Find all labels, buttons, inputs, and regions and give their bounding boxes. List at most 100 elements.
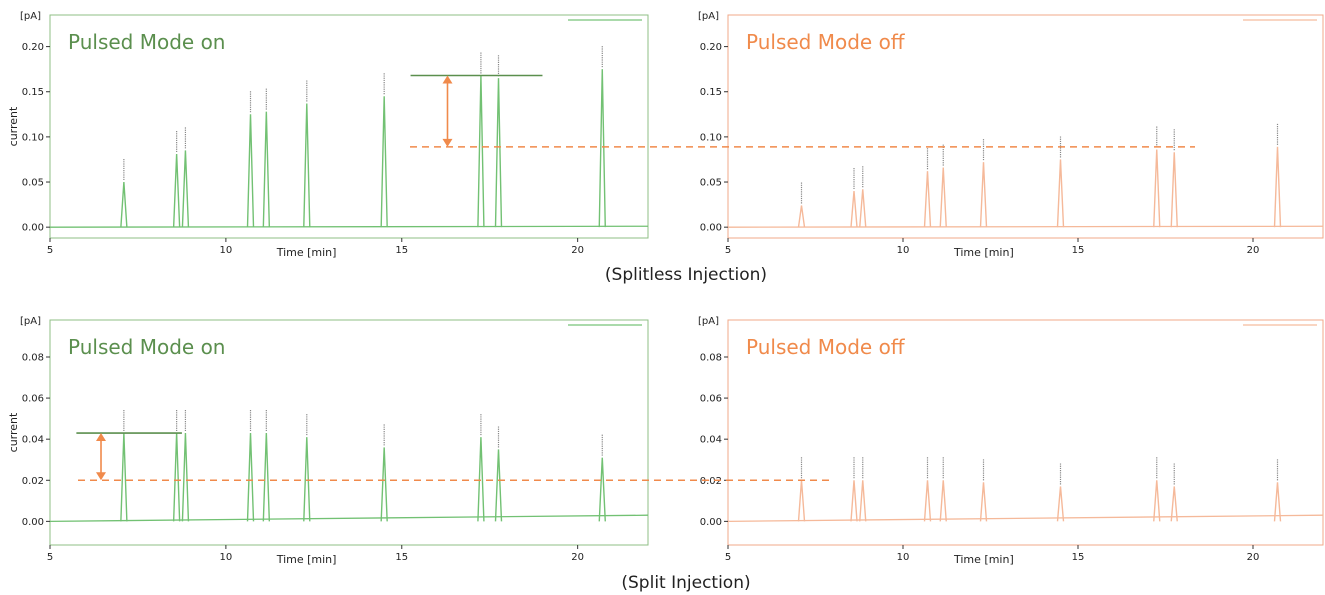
plot-frame	[727, 14, 1324, 239]
chromatogram-peak	[850, 190, 858, 228]
y-tick-label: 0.08	[22, 352, 44, 363]
chromatogram-peak	[923, 480, 932, 522]
difference-arrow-head-down	[442, 138, 453, 147]
chromatogram-peak	[1170, 152, 1178, 228]
chromatogram-peak	[380, 447, 388, 522]
plot-frame	[727, 319, 1324, 546]
chromatogram-peak	[979, 162, 988, 228]
y-tick-label: 0.04	[700, 435, 722, 446]
chromatogram-peak	[1056, 159, 1065, 228]
chromatogram-peak	[172, 154, 181, 228]
y-unit-label: [pA]	[20, 316, 41, 327]
chromatogram-peak	[494, 449, 503, 522]
y-tick-label: 0.20	[22, 42, 44, 53]
chromatogram-peak	[181, 432, 190, 522]
baseline-trace	[727, 514, 1324, 523]
chromatogram-peak	[598, 457, 606, 522]
chromatogram-peak	[1273, 482, 1282, 522]
mode-label: Pulsed Mode on	[68, 335, 225, 359]
chart-panel-bottom-right: [pA] 0.00 0.02 0.04 0.06 0.08 5 10 15 20 Time [min…	[698, 316, 1324, 566]
chromatogram-peak	[181, 150, 190, 228]
plot-frame	[49, 14, 649, 239]
y-unit-label: [pA]	[698, 11, 719, 22]
x-tick-label: 10	[220, 245, 233, 256]
chromatogram-peak	[380, 96, 388, 228]
chromatogram-peak	[859, 189, 867, 228]
chromatogram-peak	[598, 69, 606, 228]
x-tick-label: 10	[220, 552, 233, 563]
y-tick-label: 0.10	[700, 132, 722, 143]
x-tick-label: 20	[571, 245, 584, 256]
chart-panel-top-left: [pA] 0.00 0.05 0.10 0.15 0.20 5 10 15 20 Time [min…	[7, 11, 649, 259]
y-tick-label: 0.00	[700, 223, 722, 234]
chromatogram-peak	[303, 103, 311, 228]
chromatogram-peak	[1170, 486, 1178, 522]
y-tick-label: 0.20	[700, 42, 722, 53]
y-tick-label: 0.15	[700, 87, 722, 98]
x-tick-label: 20	[1247, 552, 1260, 563]
difference-arrow-head-up	[442, 75, 453, 84]
x-tick-label: 5	[47, 245, 53, 256]
chromatogram-peak	[477, 437, 485, 522]
x-axis-label: Time [min]	[953, 553, 1014, 566]
x-axis-label: Time [min]	[276, 246, 337, 259]
chromatogram-peak	[120, 181, 128, 228]
y-tick-label: 0.00	[22, 517, 44, 528]
baseline-trace	[727, 225, 1324, 228]
y-tick-label: 0.15	[22, 87, 44, 98]
x-tick-label: 5	[47, 552, 53, 563]
chart-panel-top-right: [pA] 0.00 0.05 0.10 0.15 0.20 5 10 15 20 Time [min…	[698, 11, 1324, 259]
caption-splitless: (Splitless Injection)	[605, 265, 767, 285]
mode-label: Pulsed Mode off	[746, 30, 906, 54]
baseline-trace	[49, 514, 649, 523]
chromatogram-peak	[859, 480, 867, 522]
x-tick-label: 15	[1072, 552, 1085, 563]
y-tick-label: 0.05	[700, 178, 722, 189]
chromatogram-peak	[1273, 146, 1282, 228]
charts-group: [pA] 0.00 0.05 0.10 0.15 0.20 5 10 15 20 Time [min…	[7, 11, 1324, 566]
caption-split: (Split Injection)	[621, 573, 750, 593]
chromatogram-peak	[1153, 149, 1161, 228]
overlay-group	[78, 146, 1195, 482]
chromatogram-peak	[797, 205, 806, 228]
x-tick-label: 15	[395, 245, 408, 256]
x-axis-label: Time [min]	[953, 246, 1014, 259]
chromatogram-peak	[303, 437, 311, 522]
y-tick-label: 0.06	[22, 394, 44, 405]
chromatogram-peak	[262, 432, 271, 522]
x-tick-label: 20	[1247, 245, 1260, 256]
chromatogram-peak	[939, 480, 947, 522]
chromatogram-peak	[979, 482, 988, 522]
y-tick-label: 0.05	[22, 178, 44, 189]
x-tick-label: 15	[1072, 245, 1085, 256]
baseline-trace	[49, 225, 649, 228]
x-tick-label: 5	[725, 552, 731, 563]
chromatogram-peak	[939, 167, 947, 228]
y-tick-label: 0.06	[700, 394, 722, 405]
chromatogram-peak	[1153, 480, 1161, 522]
chromatogram-peak	[850, 480, 858, 522]
y-unit-label: [pA]	[20, 11, 41, 22]
chromatogram-peak	[494, 78, 503, 228]
chromatogram-peak	[262, 111, 271, 228]
chart-panel-bottom-left: [pA] 0.00 0.02 0.04 0.06 0.08 5 10 15 20 Time [min…	[7, 316, 649, 566]
y-unit-label: [pA]	[698, 316, 719, 327]
x-tick-label: 10	[897, 245, 910, 256]
y-tick-label: 0.02	[22, 476, 44, 487]
mode-label: Pulsed Mode on	[68, 30, 225, 54]
y-tick-label: 0.00	[700, 517, 722, 528]
y-axis-label: current	[7, 412, 20, 452]
y-tick-label: 0.10	[22, 132, 44, 143]
difference-arrow-head-up	[96, 433, 107, 442]
y-tick-label: 0.00	[22, 223, 44, 234]
chromatogram-peak	[923, 171, 932, 228]
x-axis-label: Time [min]	[276, 553, 337, 566]
plot-frame	[49, 319, 649, 546]
x-tick-label: 5	[725, 245, 731, 256]
y-tick-label: 0.04	[22, 435, 44, 446]
y-tick-label: 0.08	[700, 352, 722, 363]
x-tick-label: 15	[395, 552, 408, 563]
chromatogram-peak	[246, 114, 255, 228]
